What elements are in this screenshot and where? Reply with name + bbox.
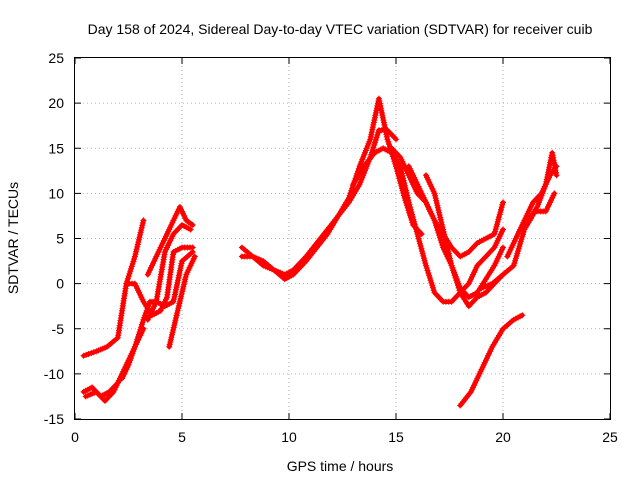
x-tick-label: 20 xyxy=(495,429,511,445)
y-tick-label: 15 xyxy=(48,140,64,156)
series-markers xyxy=(423,172,506,310)
y-tick-label: 0 xyxy=(56,276,64,292)
y-tick-label: 10 xyxy=(48,185,64,201)
x-tick-label: 15 xyxy=(388,429,404,445)
x-axis-label: GPS time / hours xyxy=(287,458,394,474)
axis-ticks: 0 5 10 15 20 25 -15 -10 -5 0 5 10 15 20 25 xyxy=(44,50,618,445)
x-tick-label: 25 xyxy=(602,429,618,445)
series-arc-8 xyxy=(166,253,198,350)
y-tick-label: 25 xyxy=(48,50,64,66)
series-markers xyxy=(457,312,526,409)
series-arc-5 xyxy=(123,244,196,319)
series-arc-17 xyxy=(525,149,560,224)
grid-lines xyxy=(75,58,610,419)
series-markers xyxy=(144,222,194,323)
series-markers xyxy=(123,244,196,319)
series-arc-7 xyxy=(144,203,196,278)
plot-frame xyxy=(74,57,611,420)
series-arc-11 xyxy=(350,145,506,305)
x-tick-label: 0 xyxy=(71,429,79,445)
series-arc-18 xyxy=(457,312,526,409)
y-tick-label: 5 xyxy=(56,231,64,247)
y-tick-label: -5 xyxy=(52,321,65,337)
x-tick-label: 5 xyxy=(178,429,186,445)
series-arc-1 xyxy=(80,217,147,359)
x-tick-label: 10 xyxy=(281,429,297,445)
series-markers xyxy=(525,149,560,224)
y-axis-label: SDTVAR / TECUs xyxy=(5,182,21,294)
series-arc-14 xyxy=(423,172,506,310)
y-tick-label: -15 xyxy=(44,411,64,427)
series-markers xyxy=(166,253,198,350)
series-markers xyxy=(80,217,147,359)
data-series xyxy=(80,95,560,409)
series-arc-6 xyxy=(144,222,194,323)
series-markers xyxy=(350,145,506,305)
series-markers xyxy=(144,203,196,278)
y-tick-label: -10 xyxy=(44,366,64,382)
chart-title: Day 158 of 2024, Sidereal Day-to-day VTE… xyxy=(88,21,593,37)
y-tick-label: 20 xyxy=(48,95,64,111)
